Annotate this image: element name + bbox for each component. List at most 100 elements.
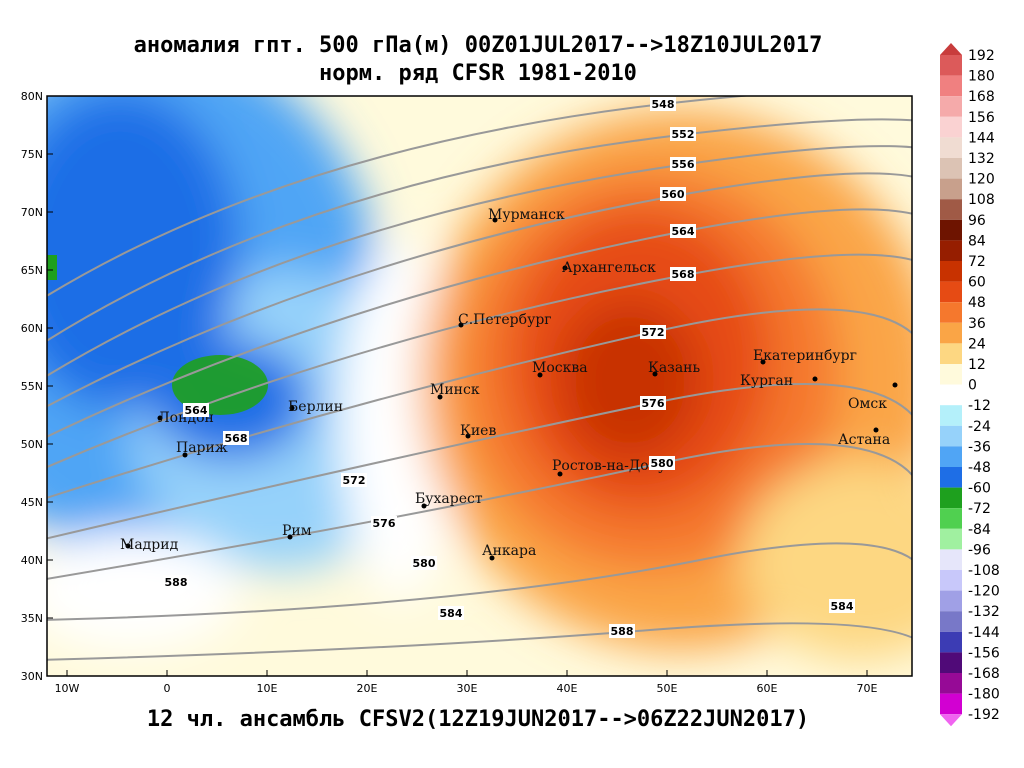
colorbar-label: 96 xyxy=(968,213,986,229)
lat-label: 50N xyxy=(21,438,43,451)
colorbar-box xyxy=(940,631,962,653)
footer: 12 чл. ансамбль CFSV2(12Z19JUN2017-->06Z… xyxy=(147,707,809,732)
colorbar-label: 168 xyxy=(968,89,995,105)
colorbar-label: 144 xyxy=(968,130,995,146)
colorbar-label: 60 xyxy=(968,275,986,291)
lat-label: 30N xyxy=(21,670,43,683)
lon-label: 30E xyxy=(457,682,478,695)
contour-label-bg xyxy=(649,456,675,470)
colorbar-box xyxy=(940,611,962,632)
city-dot xyxy=(125,543,131,549)
contour-label: 588 xyxy=(165,576,188,589)
colorbar-label: 108 xyxy=(968,192,995,208)
city-label: Казань xyxy=(648,360,700,376)
lat-label: 60N xyxy=(21,322,43,335)
colorbar-box xyxy=(940,508,962,529)
city-dot xyxy=(458,322,464,328)
city-dot xyxy=(492,217,498,223)
colorbar-box xyxy=(940,364,962,385)
lat-label: 55N xyxy=(21,380,43,393)
contour-label-bg xyxy=(670,224,696,238)
contour-label: 580 xyxy=(651,457,674,470)
colorbar-label: 84 xyxy=(968,233,986,249)
contour-label: 564 xyxy=(672,225,695,238)
colorbar-label: 24 xyxy=(968,336,986,352)
contour-label: 548 xyxy=(652,98,675,111)
contour-label-bg xyxy=(183,403,209,417)
city-dot xyxy=(652,371,658,377)
colorbar-box xyxy=(940,322,962,344)
city-label: Архангельск xyxy=(562,260,656,276)
city-label: Минск xyxy=(430,382,480,398)
colorbar-label: -12 xyxy=(968,398,991,414)
city-label: Курган xyxy=(740,373,793,389)
map-field xyxy=(47,96,912,676)
colorbar-box xyxy=(940,261,962,282)
title: аномалия гпт. 500 гПа(м) 00Z01JUL2017-->… xyxy=(134,33,823,58)
contour-label: 556 xyxy=(672,158,695,171)
city-dot xyxy=(562,265,568,271)
colorbar-label: -72 xyxy=(968,501,991,517)
lon-label: 60E xyxy=(757,682,778,695)
city-label: Мурманск xyxy=(488,207,565,223)
lat-label: 75N xyxy=(21,148,43,161)
colorbar-box xyxy=(940,467,962,488)
city-label: Мадрид xyxy=(120,537,179,553)
lon-label: 70E xyxy=(857,682,878,695)
colorbar-box xyxy=(940,302,962,323)
contour-label-bg xyxy=(640,325,666,339)
colorbar-label: 36 xyxy=(968,316,986,332)
city-label: Бухарест xyxy=(415,491,483,507)
colorbar-box xyxy=(940,570,962,591)
colorbar-label: -192 xyxy=(968,707,1000,723)
colorbar-box xyxy=(940,343,962,364)
colorbar-box xyxy=(940,384,962,406)
colorbar-label: -144 xyxy=(968,625,1000,641)
colorbar-label: 180 xyxy=(968,69,995,85)
city-label: Ростов-на-Дону xyxy=(552,458,667,474)
city-label: С.Петербург xyxy=(458,312,552,328)
colorbar-label: -108 xyxy=(968,563,1000,579)
lon-label: 10W xyxy=(55,682,80,695)
city-label: Париж xyxy=(176,440,228,456)
colorbar-box xyxy=(940,487,962,509)
city-dot xyxy=(489,555,495,561)
city-dot xyxy=(289,405,295,411)
colorbar-box xyxy=(940,158,962,179)
colorbar-end xyxy=(940,714,962,727)
colorbar-box xyxy=(940,281,962,303)
colorbar-label: 72 xyxy=(968,254,986,270)
contour-label: 560 xyxy=(662,188,685,201)
colorbar-box xyxy=(940,425,962,447)
colorbar-box xyxy=(940,590,962,612)
city-dot xyxy=(287,534,293,540)
city-dot xyxy=(873,427,879,433)
city-dot xyxy=(760,359,766,365)
lon-label: 10E xyxy=(257,682,278,695)
colorbar-label: 120 xyxy=(968,172,995,188)
colorbar-box xyxy=(940,75,962,97)
contour-label-bg xyxy=(660,187,686,201)
colorbar-box xyxy=(940,55,962,76)
contour-label: 568 xyxy=(672,268,695,281)
contour-label: 576 xyxy=(373,517,396,530)
colorbar-label: 12 xyxy=(968,357,986,373)
colorbar-box xyxy=(940,693,962,715)
contour-label: 568 xyxy=(225,432,248,445)
contour-label-bg xyxy=(223,431,249,445)
colorbar-box xyxy=(940,528,962,550)
colorbar-label: 192 xyxy=(968,48,995,64)
colorbar-box xyxy=(940,240,962,261)
contour-label-bg xyxy=(650,97,676,111)
colorbar-box xyxy=(940,219,962,241)
colorbar-label: -24 xyxy=(968,419,991,435)
contour-label-bg xyxy=(670,267,696,281)
lat-label: 35N xyxy=(21,612,43,625)
contour-label-bg xyxy=(670,127,696,141)
contour-label: 564 xyxy=(185,404,208,417)
city-dot xyxy=(537,372,543,378)
colorbar-label: -168 xyxy=(968,666,1000,682)
colorbar-box xyxy=(940,405,962,426)
colorbar-label: 132 xyxy=(968,151,995,167)
